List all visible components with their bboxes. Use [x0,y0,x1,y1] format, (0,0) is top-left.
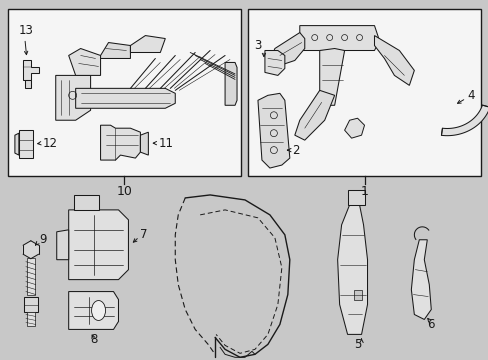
Polygon shape [344,118,364,138]
Polygon shape [140,132,148,155]
Text: 4: 4 [466,89,474,102]
Text: 2: 2 [291,144,299,157]
Bar [247,9,480,176]
Text: 12: 12 [42,137,58,150]
Text: 5: 5 [353,338,361,351]
Polygon shape [374,36,413,85]
Bar [8,9,241,176]
Text: 10: 10 [116,185,132,198]
Polygon shape [27,258,35,294]
Text: 11: 11 [158,137,173,150]
Polygon shape [264,50,285,75]
Polygon shape [269,32,304,66]
Polygon shape [23,241,39,259]
Polygon shape [294,90,334,140]
Text: 9: 9 [39,233,46,246]
Polygon shape [101,125,140,160]
Polygon shape [130,36,165,53]
Text: 13: 13 [19,24,34,37]
Polygon shape [101,42,130,58]
Text: 8: 8 [90,333,97,346]
Polygon shape [319,49,344,105]
Polygon shape [224,62,237,105]
Polygon shape [57,230,68,260]
Polygon shape [76,88,175,108]
Text: 6: 6 [427,318,434,331]
Text: 7: 7 [140,228,147,241]
Polygon shape [410,240,430,319]
Polygon shape [258,93,289,168]
Polygon shape [299,26,379,50]
Polygon shape [25,80,31,88]
Text: 3: 3 [253,39,261,52]
Text: 1: 1 [360,185,368,198]
Polygon shape [24,297,38,312]
Polygon shape [74,195,99,210]
Polygon shape [19,130,33,158]
Polygon shape [68,49,101,75]
Ellipse shape [91,301,105,320]
Polygon shape [23,60,39,80]
Polygon shape [441,105,488,136]
Polygon shape [68,292,118,329]
Polygon shape [337,205,367,334]
Polygon shape [56,75,90,120]
Polygon shape [27,312,35,327]
Polygon shape [15,133,19,155]
Polygon shape [68,210,128,280]
Polygon shape [347,190,364,205]
Polygon shape [353,289,361,300]
